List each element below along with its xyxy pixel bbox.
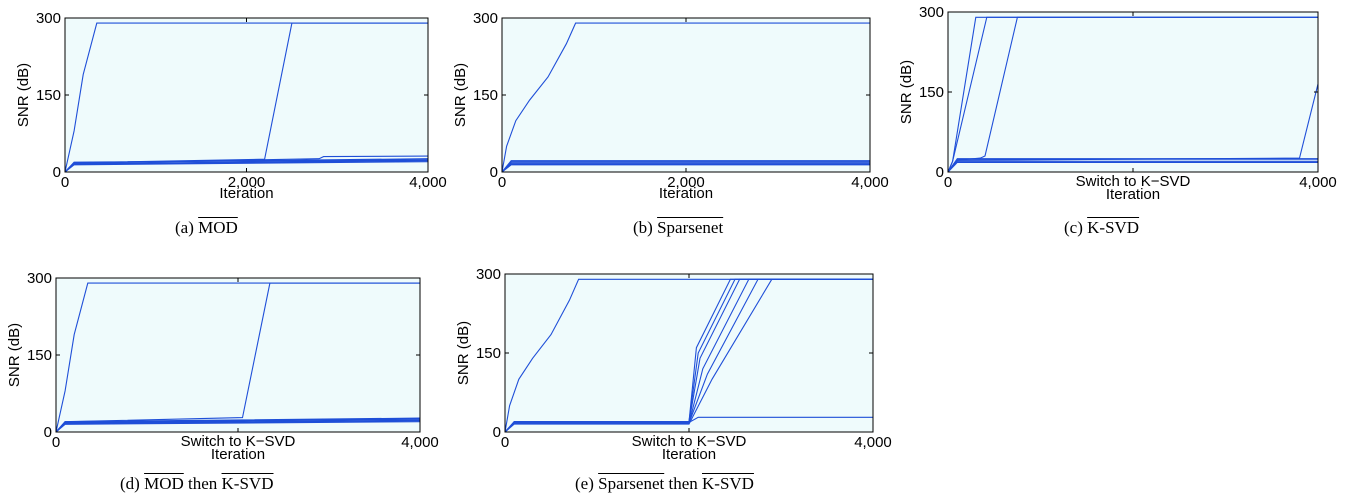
- x-axis-label-a: Iteration: [219, 185, 273, 202]
- caption-c: (c) K-SVD: [1064, 218, 1139, 238]
- plot-area-c: [948, 12, 1318, 172]
- y-tick-label-d-1: 150: [27, 347, 52, 364]
- x-tick-label-a-0: 0: [61, 174, 69, 191]
- series-line-e-1: [504, 278, 873, 433]
- y-tick-label-a-0: 0: [53, 164, 61, 181]
- x-tick-label-a-2: 4,000: [409, 174, 447, 191]
- x-tick-label-a-1: 2,000: [228, 174, 266, 191]
- series-line-d-1: [55, 282, 420, 433]
- caption-d: (d) MOD then K-SVD: [120, 474, 273, 494]
- y-tick-label-b-1: 150: [473, 87, 498, 104]
- caption-d-algo-1: MOD: [144, 474, 184, 493]
- y-tick-label-c-0: 0: [936, 164, 944, 181]
- y-axis-label-d: SNR (dB): [6, 323, 23, 387]
- caption-b-algo: Sparsenet: [657, 218, 724, 237]
- y-axis-label-b: SNR (dB): [452, 63, 469, 127]
- x-tick-label-b-0: 0: [498, 174, 506, 191]
- series-line-a-1: [64, 22, 428, 173]
- series-line-c-8: [947, 158, 1318, 173]
- panel-c: 0 4,000 0 150 300 Switch to K−SVD Iteration SNR…: [898, 0, 1340, 250]
- y-tick-label-e-2: 300: [476, 266, 501, 283]
- x-tick-label-c-0: 0: [944, 174, 952, 191]
- caption-c-prefix: (c): [1064, 218, 1083, 237]
- x-tick-label-d-0: 0: [52, 434, 60, 451]
- y-tick-label-b-0: 0: [490, 164, 498, 181]
- panel-b: 0 2,000 4,000 0 150 300 Iteration SNR (dB) (b) …: [450, 0, 890, 250]
- x-tick-label-d-2: 4,000: [401, 434, 439, 451]
- y-tick-label-a-1: 150: [36, 87, 61, 104]
- caption-a-algo: MOD: [198, 218, 238, 237]
- caption-e-algo-1: Sparsenet: [598, 474, 665, 493]
- caption-a-prefix: (a): [175, 218, 194, 237]
- y-tick-label-b-2: 300: [473, 10, 498, 27]
- switch-label-d: Switch to K−SVD: [181, 433, 296, 450]
- x-tick-label-e-2: 4,000: [854, 434, 892, 451]
- chart-a: 0 2,000 4,000 0 150 300 Iteration SNR (dB): [15, 10, 447, 202]
- y-tick-label-a-2: 300: [36, 10, 61, 27]
- series-line-c-7: [947, 161, 1318, 173]
- y-tick-label-e-1: 150: [476, 345, 501, 362]
- series-line-b-1: [501, 22, 870, 173]
- y-tick-label-d-0: 0: [44, 424, 52, 441]
- y-tick-label-d-2: 300: [27, 270, 52, 287]
- series-line-e-8: [504, 416, 873, 433]
- panel-a: 0 2,000 4,000 0 150 300 Iteration SNR (dB) (a) …: [0, 0, 447, 250]
- y-tick-label-c-2: 300: [919, 4, 944, 21]
- plot-area-d: [56, 278, 420, 432]
- caption-e-algo-2: K-SVD: [702, 474, 754, 493]
- series-line-d-8: [55, 418, 421, 433]
- x-axis-label-c: Iteration: [1106, 186, 1160, 203]
- plot-area-e: [505, 274, 873, 432]
- caption-d-joiner: then: [188, 474, 218, 493]
- y-axis-label-c: SNR (dB): [898, 60, 915, 124]
- series-line-a-7: [64, 161, 429, 173]
- x-tick-label-b-1: 2,000: [667, 174, 705, 191]
- plot-area-a: [65, 18, 428, 172]
- y-axis-label-e: SNR (dB): [455, 321, 472, 385]
- caption-d-prefix: (d): [120, 474, 140, 493]
- caption-c-algo: K-SVD: [1087, 218, 1140, 237]
- caption-e-prefix: (e): [575, 474, 594, 493]
- panel-d: 0 4,000 0 150 300 Switch to K−SVD Iteration SNR…: [0, 260, 440, 503]
- x-axis-label-d: Iteration: [211, 446, 265, 463]
- y-axis-label-a: SNR (dB): [15, 63, 32, 127]
- plot-area-b: [502, 18, 870, 172]
- panel-e: 0 4,000 0 150 300 Switch to K−SVD Iteration SNR…: [455, 260, 895, 503]
- series-line-b-6: [501, 164, 870, 173]
- x-axis-label-b: Iteration: [659, 185, 713, 202]
- x-tick-label-b-2: 4,000: [851, 174, 889, 191]
- x-tick-label-e-0: 0: [501, 434, 509, 451]
- y-tick-label-e-0: 0: [493, 424, 501, 441]
- caption-b-prefix: (b): [633, 218, 653, 237]
- switch-label-e: Switch to K−SVD: [632, 433, 747, 450]
- x-axis-label-e: Iteration: [662, 446, 716, 463]
- caption-e-joiner: then: [668, 474, 698, 493]
- x-tick-label-c-2: 4,000: [1299, 174, 1337, 191]
- caption-e: (e) Sparsenet then K-SVD: [575, 474, 754, 494]
- series-line-a-8: [64, 159, 429, 173]
- caption-d-algo-2: K-SVD: [221, 474, 274, 493]
- caption-b: (b) Sparsenet: [633, 218, 723, 238]
- y-tick-label-c-1: 150: [919, 84, 944, 101]
- series-line-b-7: [501, 161, 870, 173]
- chart-b: 0 2,000 4,000 0 150 300 Iteration SNR (dB): [452, 10, 889, 202]
- caption-a: (a) MOD: [175, 218, 238, 238]
- switch-label-c: Switch to K−SVD: [1076, 173, 1191, 190]
